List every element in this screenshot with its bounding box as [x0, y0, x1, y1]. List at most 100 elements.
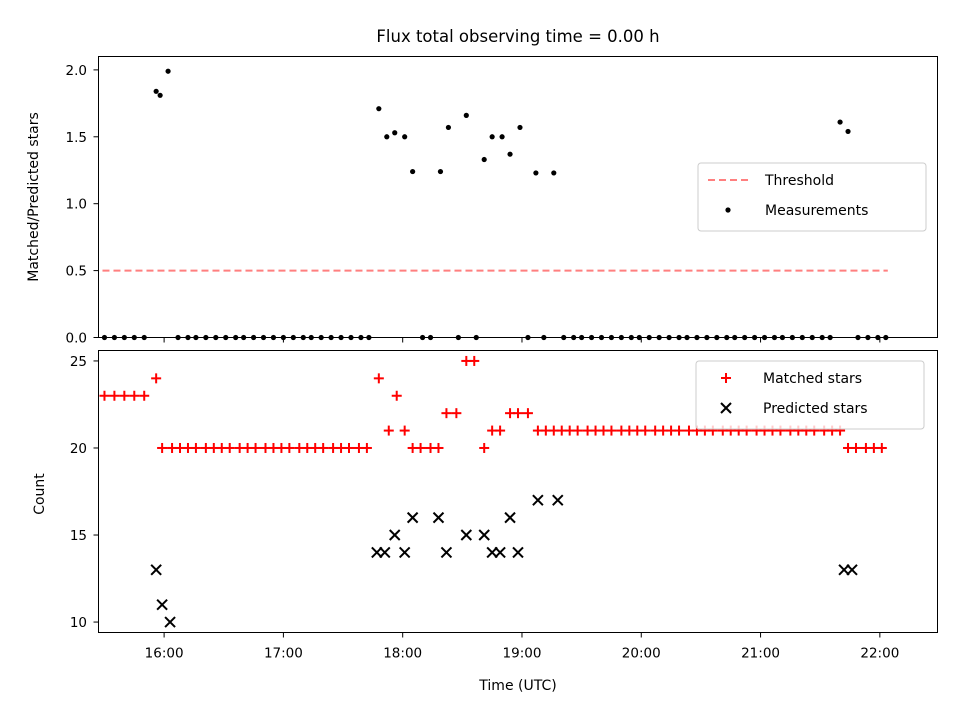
data-point — [328, 334, 334, 341]
x-tick-label: 21:00 — [741, 646, 780, 662]
data-point — [732, 334, 738, 341]
data-point — [164, 616, 176, 628]
series-predicted-stars — [150, 494, 858, 628]
x-tick-label: 20:00 — [622, 646, 661, 662]
data-point — [588, 334, 595, 341]
x-stroke — [164, 616, 176, 628]
data-point — [250, 442, 261, 453]
data-point — [384, 134, 390, 140]
legend-label: Threshold — [764, 173, 834, 189]
data-point — [156, 598, 168, 611]
data-point — [771, 334, 778, 341]
series-matched-stars — [99, 355, 887, 453]
data-point — [742, 334, 748, 341]
x-axis-label: Time (UTC) — [478, 678, 556, 694]
y-tick-label: 15 — [70, 528, 87, 544]
data-point — [883, 334, 889, 341]
legend-label: Predicted stars — [763, 401, 868, 417]
data-point — [846, 564, 858, 576]
data-point — [845, 128, 851, 135]
data-point — [361, 442, 372, 453]
data-point — [223, 334, 229, 341]
data-point — [598, 334, 605, 341]
data-point — [865, 334, 871, 341]
data-point — [348, 334, 354, 341]
data-point — [636, 334, 642, 341]
data-point — [552, 494, 564, 506]
data-point — [608, 334, 615, 341]
x-stroke — [432, 511, 445, 524]
data-point — [241, 334, 247, 341]
y-tick-label: 1.5 — [66, 130, 87, 146]
data-point — [290, 334, 296, 341]
top-y-axis-label: Matched/Predicted stars — [26, 112, 42, 282]
data-point — [666, 334, 672, 341]
data-point — [532, 494, 544, 506]
data-point — [224, 442, 235, 453]
data-point — [533, 170, 539, 176]
data-point — [366, 334, 372, 341]
x-tick-label: 22:00 — [860, 646, 899, 662]
data-point — [402, 134, 408, 140]
x-stroke — [150, 564, 162, 576]
data-point — [99, 390, 110, 401]
data-point — [460, 529, 473, 541]
data-point — [318, 334, 324, 341]
data-point — [139, 390, 150, 401]
data-point — [694, 334, 700, 341]
data-point — [646, 334, 652, 341]
data-point — [203, 334, 209, 341]
data-point — [270, 334, 277, 341]
data-point — [512, 546, 524, 559]
legend: Matched stars Predicted stars — [695, 360, 925, 430]
data-point — [499, 134, 505, 140]
data-point — [119, 390, 130, 401]
x-stroke — [552, 494, 564, 506]
x-stroke — [379, 546, 391, 559]
y-tick-label: 0.0 — [66, 331, 87, 347]
data-point — [383, 425, 394, 436]
x-tick-label: 19:00 — [503, 646, 542, 662]
data-point — [175, 334, 181, 341]
data-point — [445, 124, 452, 131]
data-point — [481, 156, 487, 163]
data-point — [300, 334, 306, 341]
data-point — [478, 529, 490, 541]
data-point — [489, 134, 495, 140]
data-point — [779, 334, 786, 341]
x-stroke — [460, 529, 473, 541]
axes-frame — [98, 56, 938, 338]
x-stroke — [504, 511, 516, 524]
data-point — [875, 334, 881, 341]
data-point — [131, 334, 137, 341]
data-point — [809, 334, 815, 341]
data-point — [724, 334, 730, 341]
y-tick-label: 10 — [70, 615, 87, 631]
y-tick-label: 0.5 — [66, 264, 87, 280]
top-panel-flux-ratio: 0.0 0.5 1.0 1.5 2.0 Threshold Measurements — [66, 56, 938, 347]
legend-box — [697, 162, 927, 232]
data-point — [628, 334, 634, 341]
data-point — [704, 334, 710, 341]
x-tick-label: 18:00 — [383, 646, 422, 662]
data-point — [379, 546, 391, 559]
data-point — [150, 564, 162, 576]
data-point — [606, 425, 617, 436]
data-point — [129, 390, 140, 401]
y-tick-label: 20 — [70, 441, 87, 457]
data-point — [433, 442, 444, 453]
x-stroke — [494, 546, 506, 559]
data-point — [494, 546, 506, 559]
legend-marker-swatch — [721, 373, 731, 383]
y-tick-label: 1.0 — [66, 197, 87, 213]
data-point — [419, 334, 426, 341]
series-measurements — [101, 68, 889, 341]
data-point — [855, 334, 861, 341]
data-point — [308, 334, 314, 341]
data-point — [157, 442, 168, 453]
data-point — [233, 334, 239, 341]
data-point — [451, 408, 462, 419]
data-point — [513, 408, 523, 419]
data-point — [656, 334, 662, 341]
